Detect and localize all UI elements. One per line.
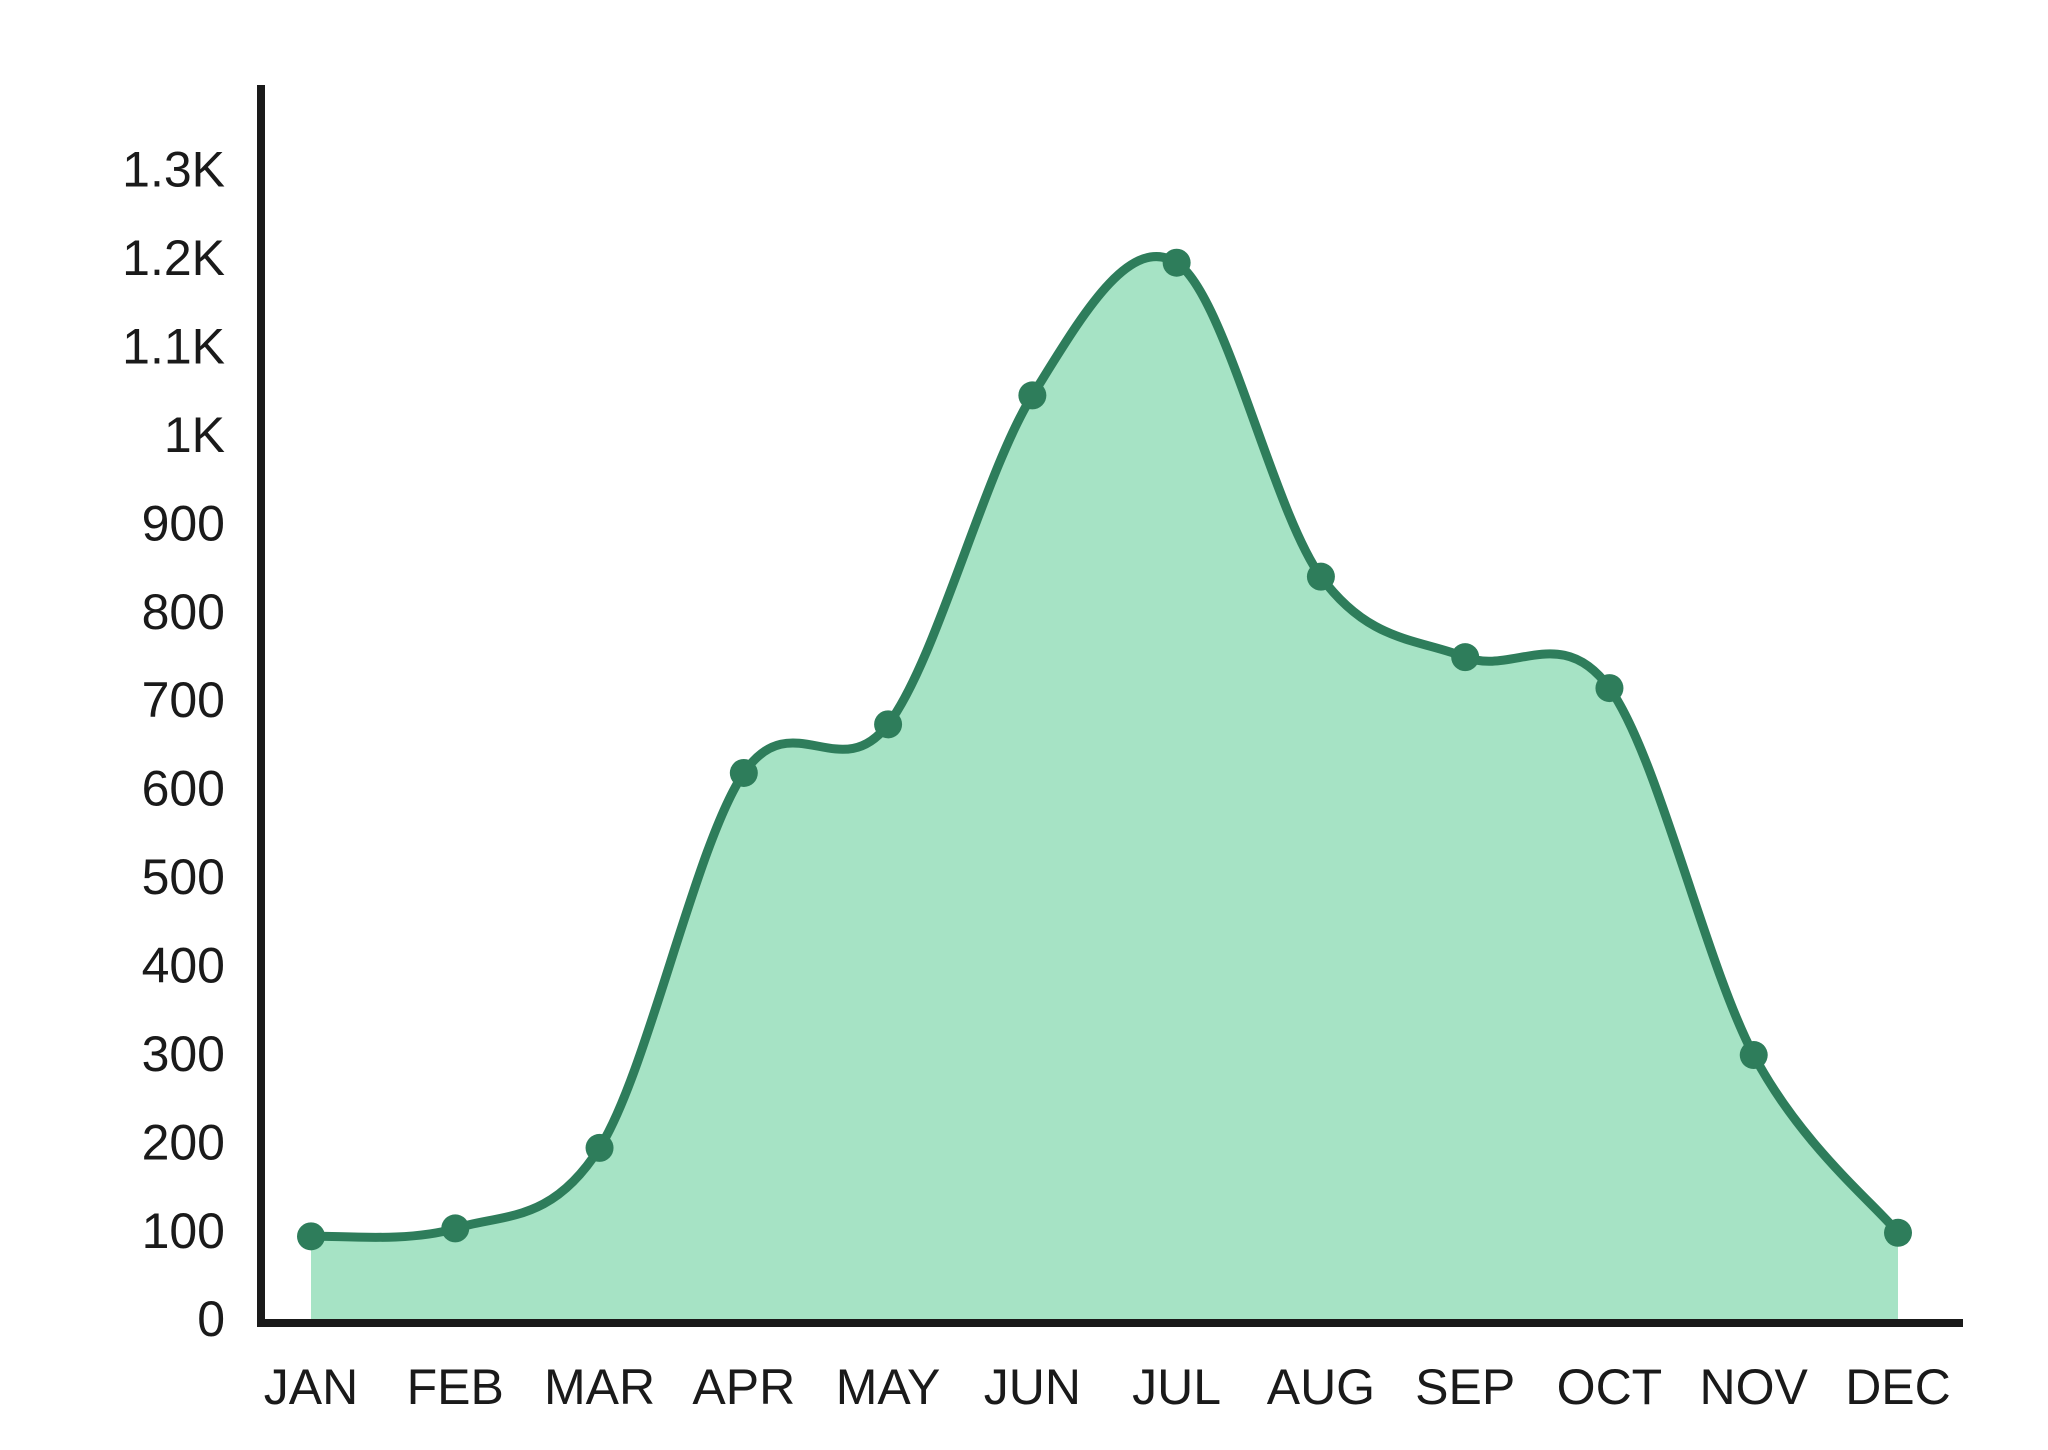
y-tick-label: 200 (142, 1114, 225, 1170)
data-point (874, 710, 903, 739)
x-tick-label: JAN (264, 1359, 358, 1415)
x-tick-label: SEP (1415, 1359, 1515, 1415)
y-tick-label: 100 (142, 1203, 225, 1259)
x-tick-label: MAR (544, 1359, 655, 1415)
data-point (1595, 674, 1624, 703)
x-tick-label: MAY (836, 1359, 941, 1415)
y-tick-label: 500 (142, 849, 225, 905)
y-tick-label: 700 (142, 672, 225, 728)
y-tick-label: 900 (142, 495, 225, 551)
data-point (1306, 562, 1335, 591)
y-tick-label: 1.2K (122, 230, 225, 286)
y-tick-label: 800 (142, 584, 225, 640)
data-point (1451, 643, 1480, 672)
data-point (1739, 1041, 1768, 1070)
x-tick-label: AUG (1267, 1359, 1375, 1415)
y-tick-label: 1.3K (122, 142, 225, 198)
y-tick-label: 300 (142, 1026, 225, 1082)
area-fill (311, 256, 1898, 1324)
y-tick-label: 0 (197, 1291, 225, 1347)
x-tick-label: JUL (1132, 1359, 1221, 1415)
x-tick-label: FEB (407, 1359, 504, 1415)
area-line (310, 252, 1902, 1242)
y-tick-label: 400 (142, 937, 225, 993)
data-point (729, 758, 758, 787)
data-point (1162, 248, 1191, 277)
data-point (585, 1133, 614, 1162)
x-tick-label: APR (692, 1359, 795, 1415)
y-tick-label: 600 (142, 761, 225, 817)
data-point (1018, 381, 1047, 410)
x-tick-label: JUN (984, 1359, 1081, 1415)
x-tick-label: NOV (1700, 1359, 1809, 1415)
data-point (297, 1222, 325, 1251)
x-tick-label: OCT (1557, 1359, 1663, 1415)
y-tick-label: 1K (164, 407, 225, 463)
data-point (1884, 1218, 1912, 1247)
data-point (441, 1214, 470, 1243)
x-tick-label: DEC (1845, 1359, 1951, 1415)
y-tick-label: 1.1K (122, 318, 225, 374)
